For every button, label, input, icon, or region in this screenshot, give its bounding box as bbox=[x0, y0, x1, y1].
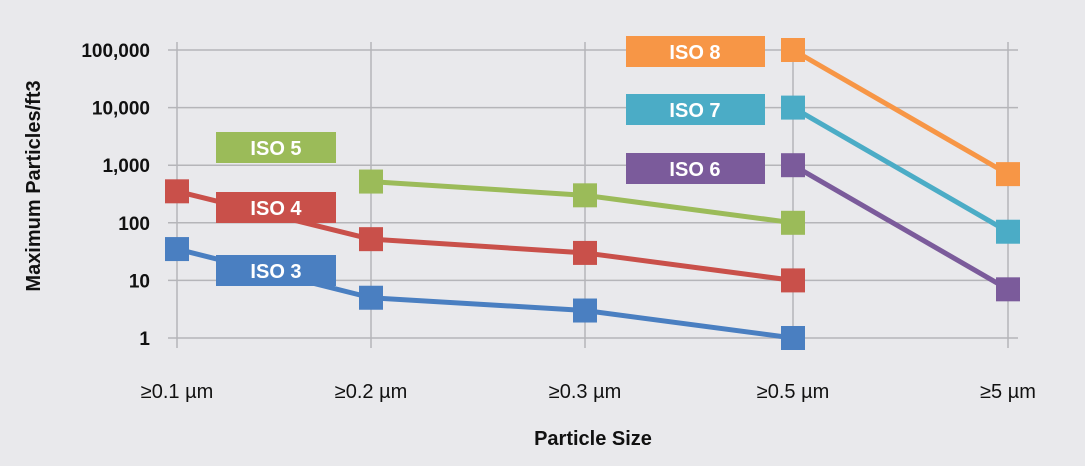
series-line bbox=[791, 163, 1010, 292]
y-tick-label: 1,000 bbox=[102, 156, 150, 177]
data-point-marker bbox=[996, 162, 1020, 187]
label-box bbox=[626, 94, 765, 125]
series-iso-6 bbox=[781, 153, 1020, 302]
label-box bbox=[626, 36, 765, 67]
x-tick-label: ≥0.1 µm bbox=[141, 381, 214, 403]
data-point-marker bbox=[781, 326, 805, 350]
x-tick-label: ≥0.2 µm bbox=[335, 381, 408, 403]
x-tick-label: ≥0.5 µm bbox=[757, 381, 830, 403]
data-point-marker bbox=[781, 38, 805, 62]
data-point-marker bbox=[781, 268, 805, 293]
data-point-marker bbox=[165, 179, 189, 204]
data-point-marker bbox=[996, 277, 1020, 302]
series-iso-8 bbox=[781, 38, 1020, 187]
series-label-text: ISO 4 bbox=[250, 198, 302, 220]
series-label-text: ISO 5 bbox=[250, 138, 301, 160]
data-point-marker bbox=[573, 240, 597, 265]
data-point-marker bbox=[359, 285, 383, 310]
series-label-text: ISO 7 bbox=[669, 100, 720, 122]
label-iso-4: ISO 4 bbox=[216, 192, 336, 223]
data-point-marker bbox=[165, 237, 189, 262]
label-box bbox=[216, 192, 336, 223]
data-point-marker bbox=[359, 227, 383, 252]
x-axis-title: Particle Size bbox=[534, 428, 652, 450]
y-tick-label: 1 bbox=[139, 329, 150, 350]
x-axis-ticks: ≥0.1 µm ≥0.2 µm ≥0.3 µm ≥0.5 µm ≥5 µm bbox=[141, 381, 1036, 403]
label-iso-7: ISO 7 bbox=[626, 94, 765, 125]
label-iso-6: ISO 6 bbox=[626, 153, 765, 184]
label-box bbox=[216, 132, 336, 163]
series-labels: ISO 3 ISO 4 ISO 5 ISO 6 ISO 7 ISO 8 bbox=[216, 36, 765, 286]
label-iso-3: ISO 3 bbox=[216, 255, 336, 286]
y-axis-title: Maximum Particles/ft3 bbox=[23, 80, 45, 291]
series-iso-5 bbox=[359, 169, 805, 235]
x-tick-label: ≥5 µm bbox=[980, 381, 1036, 403]
y-axis-ticks: 1 10 100 1,000 10,000 100,000 bbox=[81, 41, 150, 350]
data-point-marker bbox=[573, 298, 597, 323]
series-label-text: ISO 8 bbox=[669, 42, 720, 64]
series-iso-3 bbox=[165, 237, 805, 350]
series-line bbox=[791, 47, 1010, 177]
series-label-text: ISO 6 bbox=[669, 159, 720, 181]
data-point-marker bbox=[781, 153, 805, 178]
data-point-marker bbox=[359, 169, 383, 194]
series-line bbox=[791, 105, 1010, 234]
data-point-marker bbox=[996, 219, 1020, 244]
label-iso-8: ISO 8 bbox=[626, 36, 765, 67]
label-box bbox=[626, 153, 765, 184]
x-tick-label: ≥0.3 µm bbox=[549, 381, 622, 403]
y-tick-label: 10,000 bbox=[92, 99, 150, 120]
data-point-marker bbox=[573, 183, 597, 208]
y-tick-label: 10 bbox=[129, 271, 150, 292]
label-iso-5: ISO 5 bbox=[216, 132, 336, 163]
y-tick-label: 100 bbox=[118, 214, 150, 235]
label-box bbox=[216, 255, 336, 286]
data-point-marker bbox=[781, 210, 805, 235]
data-point-marker bbox=[781, 95, 805, 120]
series-iso-7 bbox=[781, 95, 1020, 244]
y-tick-label: 100,000 bbox=[81, 41, 150, 62]
series-label-text: ISO 3 bbox=[250, 261, 301, 283]
